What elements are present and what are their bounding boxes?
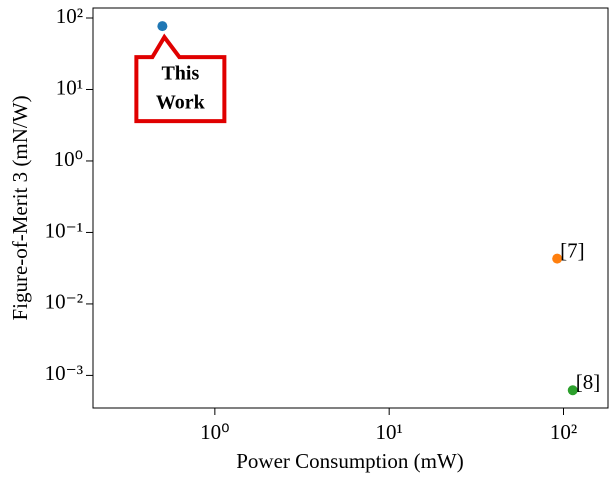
y-axis-label: Figure-of-Merit 3 (mN/W) — [8, 95, 32, 320]
point-label: [7] — [560, 238, 585, 262]
y-tick-label: 10¹ — [56, 75, 83, 99]
point — [567, 385, 578, 396]
x-axis-label: Power Consumption (mW) — [236, 449, 463, 473]
y-tick-label: 10⁻³ — [45, 361, 83, 385]
y-tick-label: 10⁻¹ — [45, 218, 83, 242]
y-tick-label: 10⁻² — [45, 290, 83, 314]
point — [552, 253, 563, 264]
callout-text: This — [161, 63, 199, 85]
y-tick-label: 10⁰ — [54, 147, 83, 171]
y-tick-label: 10² — [56, 4, 83, 28]
plot-frame — [92, 7, 609, 409]
point-label: [8] — [576, 370, 601, 394]
x-tick-label: 10² — [550, 420, 577, 444]
point — [157, 21, 168, 32]
x-tick-label: 10⁰ — [200, 420, 229, 444]
x-tick-label: 10¹ — [376, 420, 403, 444]
callout — [134, 33, 227, 124]
callout-text: Work — [156, 92, 206, 114]
